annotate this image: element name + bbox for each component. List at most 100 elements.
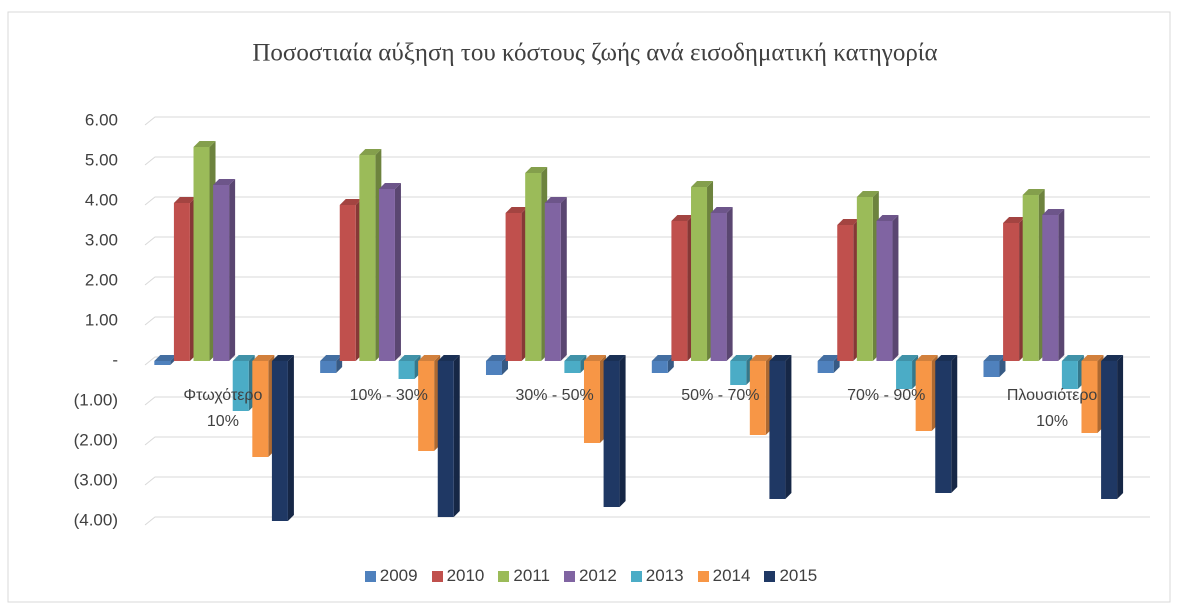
bar-top — [173, 197, 196, 203]
bar-top — [583, 355, 606, 361]
bar-top — [525, 167, 548, 173]
bar — [856, 197, 873, 361]
bar — [437, 361, 454, 517]
bar — [837, 225, 854, 361]
legend-swatch — [697, 570, 709, 582]
bar — [1003, 223, 1020, 361]
bar-top — [213, 179, 236, 185]
bar-top — [1022, 189, 1045, 195]
legend-swatch — [364, 570, 376, 582]
bar — [418, 361, 435, 451]
bar-side — [892, 215, 899, 361]
legend-label: 2009 — [379, 566, 418, 585]
bar-top — [339, 199, 362, 205]
chart-title: Ποσοστιαία αύξηση του κόστους ζωής ανά ε… — [252, 40, 937, 67]
bar-top — [398, 355, 421, 361]
bar-top — [876, 215, 899, 221]
y-tick-label: (1.00) — [74, 390, 118, 409]
bar — [896, 361, 913, 389]
grid-line — [144, 436, 1150, 446]
bar-top — [252, 355, 275, 361]
bar — [398, 361, 415, 379]
grid-line — [144, 276, 1150, 286]
bar-top — [544, 197, 567, 203]
legend-label: 2012 — [578, 566, 617, 585]
bar-top — [320, 355, 343, 361]
bar — [1101, 361, 1118, 499]
bar — [564, 361, 581, 373]
legend-label: 2015 — [779, 566, 818, 585]
bar-top — [505, 207, 528, 213]
bar — [1081, 361, 1098, 433]
legend-swatch — [630, 570, 642, 582]
legend-swatch — [764, 570, 776, 582]
legend-item: 2014 — [697, 566, 750, 586]
bar-top — [378, 183, 401, 189]
y-tick-label: - — [112, 350, 118, 369]
bar-top — [769, 355, 792, 361]
y-tick-label: 4.00 — [85, 190, 118, 209]
bar-side — [785, 355, 792, 499]
bar-top — [1042, 209, 1065, 215]
bar-top — [359, 149, 382, 155]
y-tick-label: (3.00) — [74, 470, 118, 489]
bar — [359, 155, 376, 361]
grid-line — [144, 156, 1150, 166]
bar — [232, 361, 249, 411]
bar — [154, 361, 171, 365]
bar — [252, 361, 269, 457]
bar-top — [896, 355, 919, 361]
bar-side — [394, 183, 401, 361]
legend: 2009 2010 2011 2012 2013 2014 2015 — [0, 566, 1182, 586]
bar — [173, 203, 190, 361]
bar-top — [603, 355, 626, 361]
legend-item: 2010 — [431, 566, 484, 586]
bar — [1022, 195, 1039, 361]
bar-side — [453, 355, 460, 517]
legend-item: 2011 — [498, 566, 550, 586]
bar-top — [856, 191, 879, 197]
bar-side — [229, 179, 236, 361]
bar-top — [418, 355, 441, 361]
grid-line — [144, 516, 1150, 526]
bar — [983, 361, 1000, 377]
bar — [817, 361, 834, 373]
bar — [505, 213, 522, 361]
legend-label: 2011 — [513, 566, 550, 585]
grid-line — [144, 476, 1150, 486]
bar-top — [730, 355, 753, 361]
bar-side — [287, 355, 294, 521]
bar-top — [651, 355, 674, 361]
bar-top — [1081, 355, 1104, 361]
bar — [525, 173, 542, 361]
bar-top — [1003, 217, 1026, 223]
bar-top — [915, 355, 938, 361]
bar-top — [749, 355, 772, 361]
y-tick-label: 1.00 — [85, 310, 118, 329]
y-tick-label: 3.00 — [85, 230, 118, 249]
bar — [213, 185, 230, 361]
bar — [730, 361, 747, 385]
bar-side — [951, 355, 958, 493]
bar-side — [726, 207, 733, 361]
bar-top — [837, 219, 860, 225]
bar-top — [710, 207, 733, 213]
bar-top — [935, 355, 958, 361]
legend-item: 2009 — [364, 566, 418, 586]
bar-top — [671, 215, 694, 221]
legend-item: 2015 — [764, 566, 817, 586]
bar — [271, 361, 288, 521]
grid-line — [144, 196, 1150, 206]
bar — [193, 147, 210, 361]
x-tick-label: Φτωχότερο 10% — [183, 387, 263, 430]
bar — [378, 189, 395, 361]
bar-top — [1101, 355, 1124, 361]
bar-top — [154, 355, 177, 361]
bar — [1061, 361, 1078, 389]
y-tick-label: (4.00) — [74, 510, 118, 529]
y-tick-label: (2.00) — [74, 430, 118, 449]
bar — [603, 361, 620, 507]
x-tick-label: 70% - 90% — [847, 387, 926, 404]
bar — [769, 361, 786, 499]
bar — [915, 361, 932, 431]
